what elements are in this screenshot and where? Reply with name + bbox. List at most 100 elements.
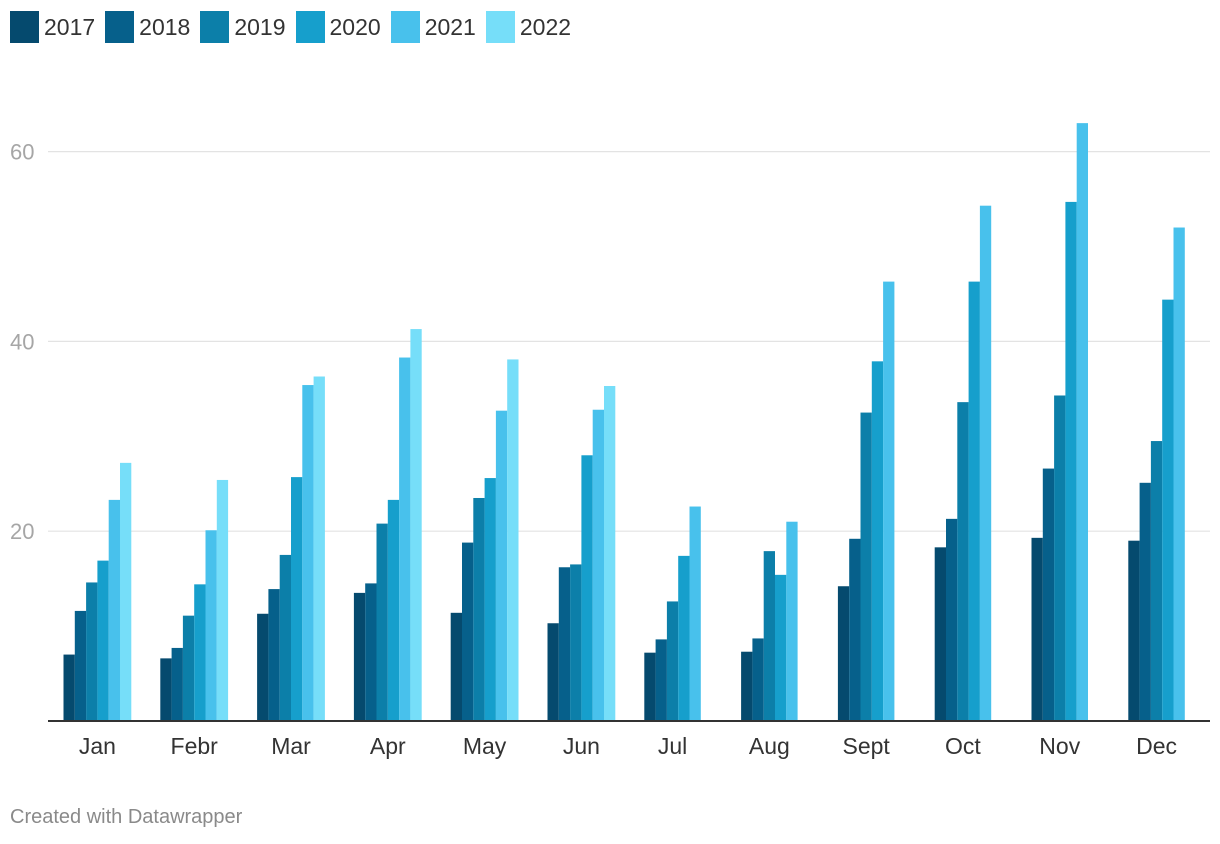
bar-jul-2018 xyxy=(655,639,667,721)
bar-dec-2020 xyxy=(1162,299,1174,721)
x-tick-label: Jan xyxy=(79,733,116,759)
x-tick-label: May xyxy=(463,733,507,759)
bar-mar-2018 xyxy=(268,589,280,721)
legend-swatch-2017 xyxy=(10,11,39,43)
bar-jun-2019 xyxy=(570,564,582,721)
bar-febr-2022 xyxy=(216,479,229,721)
legend-item-2020: 2020 xyxy=(295,11,381,43)
bar-aug-2018 xyxy=(752,638,764,721)
bar-apr-2020 xyxy=(387,499,400,721)
bar-apr-2019 xyxy=(376,523,388,721)
legend-swatch-2018 xyxy=(105,11,135,43)
x-tick-label: Mar xyxy=(271,733,311,759)
bar-jan-2017 xyxy=(63,654,75,721)
bar-dec-2021 xyxy=(1173,227,1185,721)
bar-sept-2021 xyxy=(883,281,895,721)
legend-label: 2022 xyxy=(519,13,572,40)
bar-jun-2022 xyxy=(604,386,616,721)
bar-nov-2017 xyxy=(1031,537,1043,721)
bar-jan-2019 xyxy=(86,582,98,721)
bar-may-2018 xyxy=(462,542,474,721)
x-tick-label: Jul xyxy=(658,733,687,759)
x-tick-label: Jun xyxy=(563,733,600,759)
y-tick-label: 40 xyxy=(10,329,34,354)
y-tick-label: 60 xyxy=(10,140,34,165)
datawrapper-credit[interactable]: Created with Datawrapper xyxy=(10,806,243,828)
bar-jan-2018 xyxy=(74,610,87,721)
bar-aug-2019 xyxy=(763,551,775,721)
bar-may-2021 xyxy=(495,410,508,721)
legend-item-2021: 2021 xyxy=(390,11,476,43)
bar-oct-2019 xyxy=(957,402,969,721)
bar-nov-2019 xyxy=(1054,395,1066,721)
legend-item-2018: 2018 xyxy=(105,11,190,43)
bar-nov-2021 xyxy=(1076,123,1088,721)
legend-label: 2017 xyxy=(44,13,96,40)
bar-apr-2017 xyxy=(353,592,366,721)
bar-may-2017 xyxy=(450,612,462,721)
bar-jun-2021 xyxy=(592,409,604,721)
bar-aug-2021 xyxy=(786,521,798,721)
x-tick-label: Apr xyxy=(370,733,406,759)
bar-apr-2018 xyxy=(365,583,377,721)
bar-may-2019 xyxy=(473,497,485,721)
legend-item-2019: 2019 xyxy=(200,11,286,43)
legend-swatch-2022 xyxy=(485,11,515,43)
bar-mar-2017 xyxy=(257,613,269,721)
bar-mar-2022 xyxy=(313,376,325,721)
legend-swatch-2021 xyxy=(390,11,420,43)
bar-sept-2019 xyxy=(860,412,872,721)
legend-item-2022: 2022 xyxy=(485,11,572,43)
bar-apr-2022 xyxy=(410,329,422,721)
bar-aug-2017 xyxy=(741,651,753,721)
x-tick-label: Nov xyxy=(1039,733,1080,759)
bar-oct-2021 xyxy=(979,205,992,721)
bar-jul-2020 xyxy=(678,555,690,721)
legend-item-2017: 2017 xyxy=(10,11,95,43)
bar-jul-2019 xyxy=(666,601,679,721)
bar-jan-2022 xyxy=(120,462,132,721)
bar-may-2020 xyxy=(484,478,496,721)
bar-mar-2020 xyxy=(291,477,303,721)
bar-febr-2021 xyxy=(205,530,217,721)
bar-oct-2020 xyxy=(968,281,980,721)
bar-may-2022 xyxy=(507,359,519,721)
legend-label: 2018 xyxy=(139,13,191,40)
bar-febr-2017 xyxy=(160,658,172,721)
bar-nov-2018 xyxy=(1042,468,1055,721)
bar-dec-2018 xyxy=(1139,482,1151,721)
bar-sept-2017 xyxy=(837,586,850,721)
legend-label: 2019 xyxy=(234,13,286,40)
bar-apr-2021 xyxy=(399,357,411,721)
legend-swatch-2019 xyxy=(200,11,230,43)
bar-nov-2020 xyxy=(1065,201,1077,721)
bar-mar-2019 xyxy=(279,554,291,721)
bar-jun-2020 xyxy=(581,455,593,721)
bar-febr-2018 xyxy=(171,647,183,721)
legend-swatch-2020 xyxy=(295,11,325,43)
chart-legend: 2017 2018 2019 2020 2021 2022 xyxy=(10,10,581,44)
bar-febr-2020 xyxy=(194,584,206,721)
bar-oct-2018 xyxy=(946,518,958,721)
legend-label: 2021 xyxy=(424,13,476,40)
bar-dec-2019 xyxy=(1150,441,1163,721)
bar-febr-2019 xyxy=(182,615,195,721)
bar-jan-2021 xyxy=(108,499,120,721)
bar-jun-2018 xyxy=(558,567,571,721)
x-tick-label: Dec xyxy=(1136,733,1177,759)
legend-label: 2020 xyxy=(329,13,381,40)
x-tick-label: Sept xyxy=(842,733,890,759)
x-tick-label: Febr xyxy=(171,733,219,759)
bar-jan-2020 xyxy=(97,560,109,721)
bar-sept-2018 xyxy=(849,538,861,721)
bar-jun-2017 xyxy=(547,623,559,721)
bar-oct-2017 xyxy=(934,547,946,721)
bar-sept-2020 xyxy=(871,361,884,721)
x-tick-label: Aug xyxy=(749,733,790,759)
bar-mar-2021 xyxy=(302,385,314,721)
bar-aug-2020 xyxy=(775,574,787,721)
bar-jul-2021 xyxy=(689,506,701,721)
bar-jul-2017 xyxy=(644,652,656,721)
y-tick-label: 20 xyxy=(10,519,34,544)
